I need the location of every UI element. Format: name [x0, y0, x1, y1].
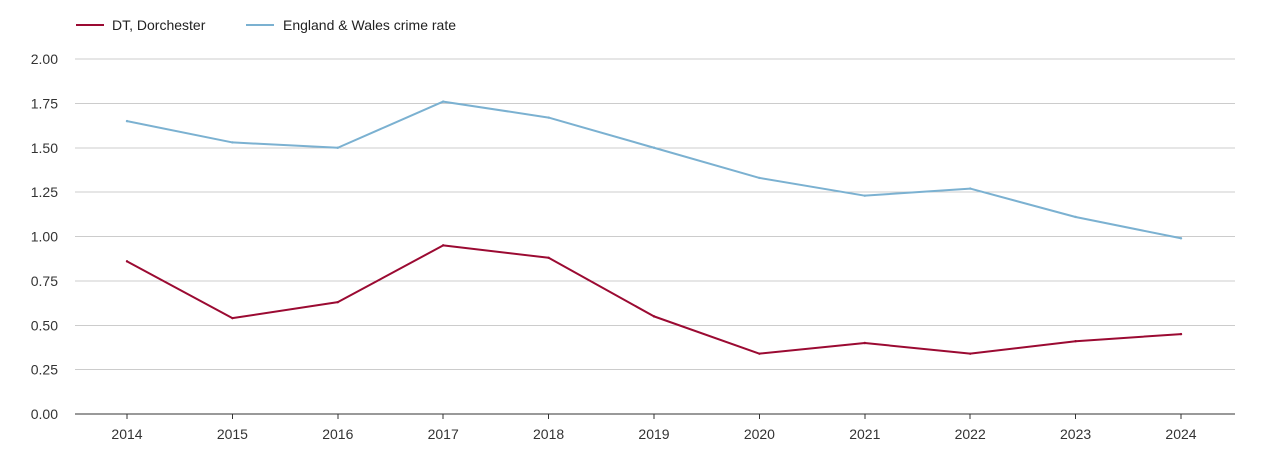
- data-point-dorchester[interactable]: [1074, 340, 1077, 343]
- x-tick-label: 2014: [111, 426, 142, 442]
- data-point-dorchester[interactable]: [1179, 332, 1183, 336]
- gridlines: [75, 58, 1235, 415]
- x-tick-label: 2020: [744, 426, 775, 442]
- y-axis: 0.00 0.25 0.50 0.75 1.00 1.25 1.50 1.75 2.00: [31, 51, 58, 422]
- y-tick-label: 1.50: [31, 140, 58, 156]
- y-tick-label: 1.75: [31, 95, 58, 111]
- series-line-dorchester[interactable]: [126, 244, 1182, 355]
- x-tick-label: 2023: [1060, 426, 1091, 442]
- chart-legend: DT, Dorchester England & Wales crime rat…: [76, 17, 456, 33]
- data-point-dorchester[interactable]: [547, 256, 550, 259]
- legend-label-england-wales: England & Wales crime rate: [283, 17, 456, 33]
- y-tick-label: 1.00: [31, 229, 58, 245]
- data-point-england-wales[interactable]: [758, 176, 761, 180]
- x-axis: 2014 2015 2016 2017 2018 2019 2020 2021 2022 2023…: [111, 414, 1197, 442]
- y-tick-label: 0.00: [31, 406, 58, 422]
- legend-item-dorchester[interactable]: DT, Dorchester: [76, 17, 206, 33]
- data-point-dorchester[interactable]: [758, 352, 761, 355]
- series-layer: [125, 100, 1183, 355]
- data-point-dorchester[interactable]: [652, 315, 656, 318]
- data-point-dorchester[interactable]: [125, 260, 129, 263]
- x-tick-label: 2022: [955, 426, 986, 442]
- data-point-dorchester[interactable]: [863, 341, 866, 345]
- data-point-england-wales[interactable]: [442, 100, 445, 103]
- data-point-england-wales[interactable]: [125, 119, 129, 123]
- data-point-dorchester[interactable]: [231, 316, 234, 320]
- x-tick-label: 2024: [1165, 426, 1196, 442]
- x-tick-label: 2018: [533, 426, 564, 442]
- y-tick-label: 0.50: [31, 317, 58, 333]
- series-line-england-wales[interactable]: [126, 100, 1182, 240]
- y-tick-label: 0.75: [31, 273, 58, 289]
- x-tick-label: 2017: [428, 426, 459, 442]
- x-tick-label: 2019: [638, 426, 669, 442]
- data-point-england-wales[interactable]: [231, 141, 234, 144]
- y-tick-label: 2.00: [31, 51, 58, 67]
- data-point-dorchester[interactable]: [969, 352, 972, 355]
- data-point-england-wales[interactable]: [1179, 237, 1183, 240]
- x-tick-label: 2021: [849, 426, 880, 442]
- data-point-england-wales[interactable]: [1074, 215, 1077, 219]
- data-point-england-wales[interactable]: [547, 116, 550, 119]
- y-tick-label: 0.25: [31, 362, 58, 378]
- legend-label-dorchester: DT, Dorchester: [112, 17, 206, 33]
- data-point-england-wales[interactable]: [863, 194, 866, 197]
- data-point-england-wales[interactable]: [652, 146, 656, 149]
- legend-item-england-wales[interactable]: England & Wales crime rate: [246, 17, 456, 33]
- x-tick-label: 2016: [322, 426, 353, 442]
- data-point-dorchester[interactable]: [442, 244, 445, 247]
- data-point-england-wales[interactable]: [336, 146, 339, 149]
- x-tick-label: 2015: [217, 426, 248, 442]
- y-tick-label: 1.25: [31, 184, 58, 200]
- data-point-dorchester[interactable]: [336, 300, 339, 304]
- data-point-england-wales[interactable]: [969, 187, 972, 190]
